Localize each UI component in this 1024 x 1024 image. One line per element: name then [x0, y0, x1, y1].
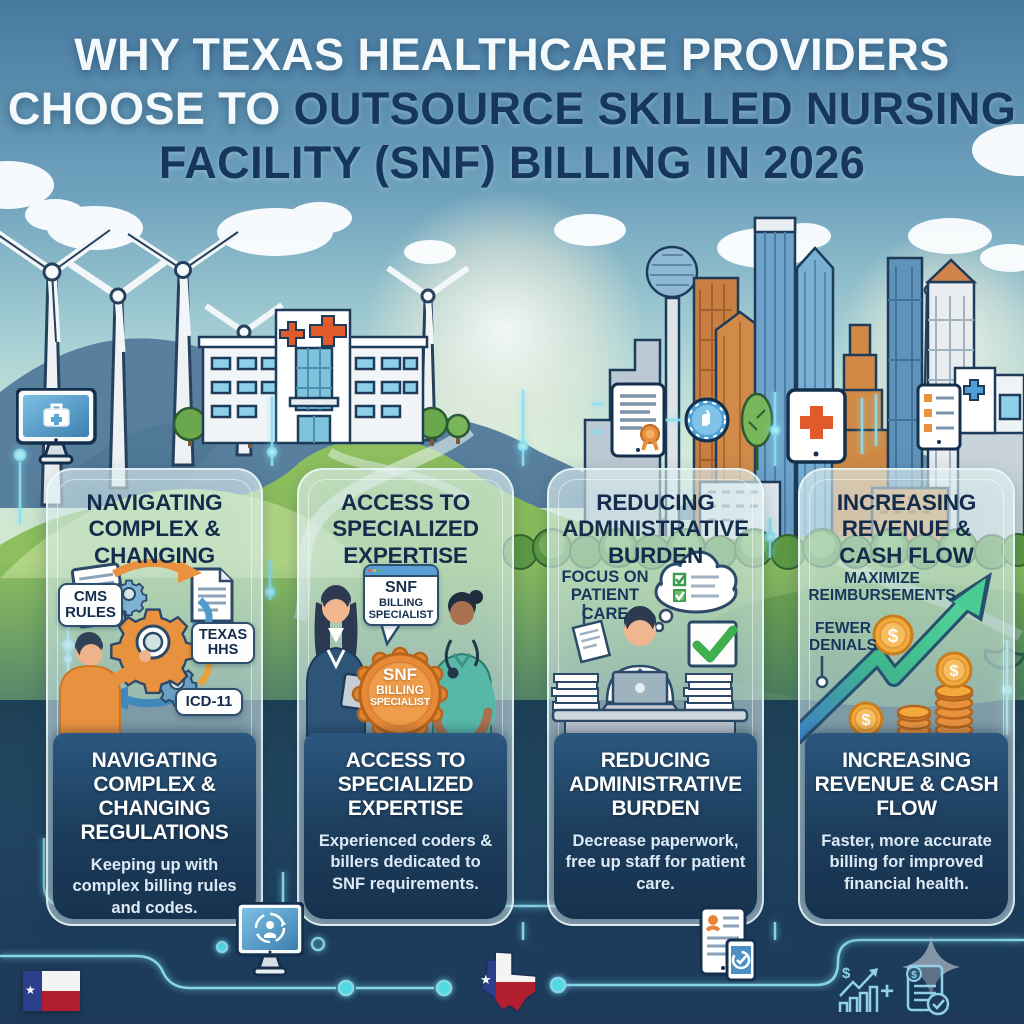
- card-bottom-panel: REDUCING ADMINISTRATIVE BURDEN Decrease …: [554, 733, 757, 919]
- nurse-figure: [428, 590, 496, 739]
- card-bottom-heading: ACCESS TO SPECIALIZED EXPERTISE: [337, 749, 474, 820]
- dollar-coin-top: $: [872, 614, 914, 656]
- title-line-2-accent: OUTSOURCE SKILLED NURSING: [293, 83, 1017, 134]
- avatar: [708, 915, 718, 925]
- bubble-text-2: BILLING: [379, 596, 423, 609]
- flag-blue-band: [23, 971, 42, 1011]
- bubble-text-1: SNF: [385, 579, 417, 596]
- sync-monitor-icon: [236, 902, 304, 977]
- paper-stack-right: [683, 673, 734, 711]
- card-top-heading: REDUCING ADMINISTRATIVE BURDEN: [562, 490, 749, 568]
- laptop: [597, 670, 683, 715]
- dollar-coin-bottom: $: [848, 701, 884, 737]
- growth-arrow: [800, 572, 992, 745]
- card-revenue: INCREASING REVENUE & CASH FLOW: [798, 468, 1015, 926]
- title-line-2: CHOOSE TO OUTSOURCE SKILLED NURSING: [0, 82, 1024, 136]
- doc-dollar: $: [911, 970, 917, 981]
- plus-sign: +: [880, 978, 895, 1005]
- globe-badge-icon: [684, 397, 730, 443]
- checkmark-box: [687, 620, 738, 668]
- revenue-chart-icon: $: [838, 966, 879, 1012]
- document-right: [190, 567, 234, 623]
- checklist-tablet-icon: [916, 383, 962, 451]
- bubble-text-3: SPECIALIST: [368, 608, 434, 621]
- texas-flag: ★: [23, 971, 80, 1011]
- cms-rules-tag: CMS RULES: [58, 583, 123, 627]
- coin-stack-right: [934, 683, 974, 738]
- medical-monitor-icon: [16, 388, 97, 465]
- card-description: Experienced coders & billers dedicated t…: [318, 831, 493, 893]
- card-bottom-panel: NAVIGATING COMPLEX & CHANGING REGULATION…: [53, 733, 256, 919]
- svg-text:$: $: [862, 712, 871, 729]
- flag-star: ★: [25, 983, 36, 997]
- admin-burden-illustration: [551, 550, 749, 738]
- texas-state-icon: ★: [478, 952, 536, 1014]
- svg-text:$: $: [888, 626, 899, 647]
- certificate-tablet-icon: [610, 382, 666, 458]
- texas-hhs-tag: TEXAS HHS: [191, 622, 255, 665]
- focus-patient-care-label: FOCUS ON PATIENT CARE: [561, 568, 649, 623]
- card-bottom-panel: ACCESS TO SPECIALIZED EXPERTISE Experien…: [304, 733, 507, 919]
- hand-glyph: [702, 410, 710, 426]
- card-description: Decrease paperwork, free up staff for pa…: [565, 831, 746, 893]
- chart-dollar: $: [842, 966, 851, 982]
- state-star: ★: [480, 972, 492, 987]
- card-description: Keeping up with complex billing rules an…: [72, 855, 237, 917]
- title-line-3: FACILITY (SNF) BILLING IN 2026: [158, 137, 866, 188]
- patient-tablet-icon: [699, 906, 757, 982]
- card-admin-burden: REDUCING ADMINISTRATIVE BURDEN: [547, 468, 764, 926]
- flag-white-band: [42, 971, 80, 991]
- small-gear-top: [110, 579, 148, 617]
- expertise-illustration: [306, 585, 496, 742]
- stethoscope: [444, 639, 453, 670]
- paper-stack-left: [551, 673, 600, 711]
- card-bottom-heading: NAVIGATING COMPLEX & CHANGING REGULATION…: [80, 749, 229, 844]
- flying-paper: [571, 619, 612, 664]
- clinic-building: [953, 366, 1024, 435]
- medical-case-glyph: [43, 403, 70, 427]
- card-description: Faster, more accurate billing for improv…: [821, 831, 992, 893]
- card-top-heading: NAVIGATING COMPLEX & CHANGING: [86, 490, 223, 568]
- flag-red-band: [42, 991, 80, 1011]
- bubble-browser-bar: [365, 566, 437, 577]
- hospital-building: [197, 308, 429, 445]
- card-regulations: NAVIGATING COMPLEX & CHANGING: [46, 468, 263, 926]
- person-figure: [59, 632, 151, 737]
- check-phone-icon: [725, 938, 757, 982]
- billing-document-icon: $: [906, 964, 950, 1016]
- svg-text:$: $: [950, 663, 959, 680]
- poster-title: WHY TEXAS HEALTHCARE PROVIDERS CHOOSE TO…: [0, 28, 1024, 190]
- card-bottom-panel: INCREASING REVENUE & CASH FLOW Faster, m…: [805, 733, 1008, 919]
- title-line-2-white: CHOOSE TO: [7, 83, 294, 134]
- snf-badge: [351, 646, 449, 742]
- card-bottom-heading: REDUCING ADMINISTRATIVE BURDEN: [569, 749, 742, 820]
- thought-cloud: [653, 550, 738, 633]
- fewer-denials-label: FEWER DENIALS: [808, 620, 878, 655]
- person-glyph: [264, 932, 276, 938]
- card-top-heading: ACCESS TO SPECIALIZED EXPERTISE: [332, 490, 479, 568]
- card-bottom-heading: INCREASING REVENUE & CASH FLOW: [814, 749, 999, 820]
- trees: [172, 392, 774, 470]
- card-top-heading: INCREASING REVENUE & CASH FLOW: [836, 490, 977, 568]
- icd-11-tag: ICD-11: [175, 688, 243, 716]
- maximize-reimbursements-label: MAXIMIZE REIMBURSEMENTS: [808, 570, 956, 605]
- dollar-coin-stack: $: [935, 651, 973, 689]
- red-cross-glyph: [800, 406, 833, 439]
- speech-bubble-tail: [379, 621, 404, 647]
- card-expertise: ACCESS TO SPECIALIZED EXPERTISE: [297, 468, 514, 926]
- snf-specialist-bubble: SNF BILLING SPECIALIST: [363, 564, 439, 626]
- medical-cross-tablet-icon: [786, 388, 847, 464]
- title-line-1: WHY TEXAS HEALTHCARE PROVIDERS: [74, 29, 950, 80]
- snf-badge-text: SNF BILLING SPECIALIST: [370, 665, 430, 709]
- orange-arrow: [112, 558, 184, 578]
